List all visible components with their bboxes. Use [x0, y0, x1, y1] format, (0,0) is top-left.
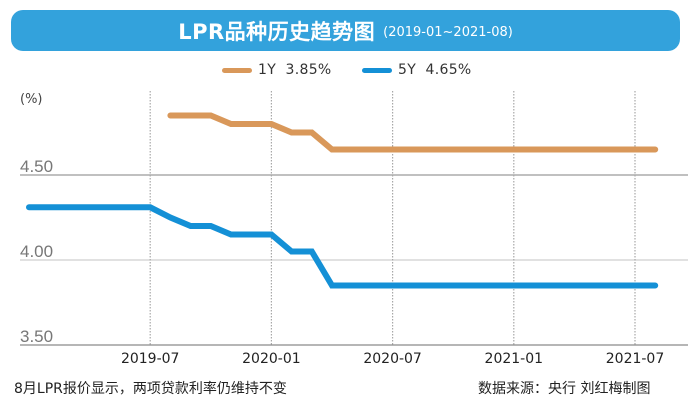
series-line-orange: [167, 112, 659, 153]
legend-label-orange: 1Y 3.85%: [258, 62, 332, 78]
x-tick-label: 2019-07: [121, 351, 180, 367]
legend-item-blue: 5Y 4.65%: [362, 60, 472, 80]
y-axis-label: (%): [20, 92, 43, 107]
legend-swatch-blue: [362, 67, 392, 73]
footer-source: 数据来源：央行 刘红梅制图: [478, 381, 651, 397]
series-line-blue: [26, 204, 659, 289]
y-tick-label: 3.50: [20, 327, 53, 346]
title-banner: LPR品种历史趋势图 (2019-01~2021-08): [11, 10, 680, 51]
legend-swatch-orange: [222, 67, 252, 73]
x-tick-label: 2020-07: [363, 351, 422, 367]
x-tick-label: 2020-01: [242, 351, 301, 367]
y-tick-label: 4.50: [20, 157, 53, 176]
chart-title: LPR品种历史趋势图: [178, 19, 376, 44]
legend: 1Y 3.85% 5Y 4.65%: [0, 60, 690, 80]
y-tick-label: 4.00: [20, 242, 53, 261]
legend-item-orange: 1Y 3.85%: [222, 60, 332, 80]
chart-subtitle: (2019-01~2021-08): [383, 25, 513, 40]
legend-label-blue: 5Y 4.65%: [398, 62, 472, 78]
x-tick-label: 2021-07: [606, 351, 665, 367]
footer-caption: 8月LPR报价显示，两项贷款利率仍维持不变: [14, 381, 287, 397]
x-tick-label: 2021-01: [485, 351, 544, 367]
